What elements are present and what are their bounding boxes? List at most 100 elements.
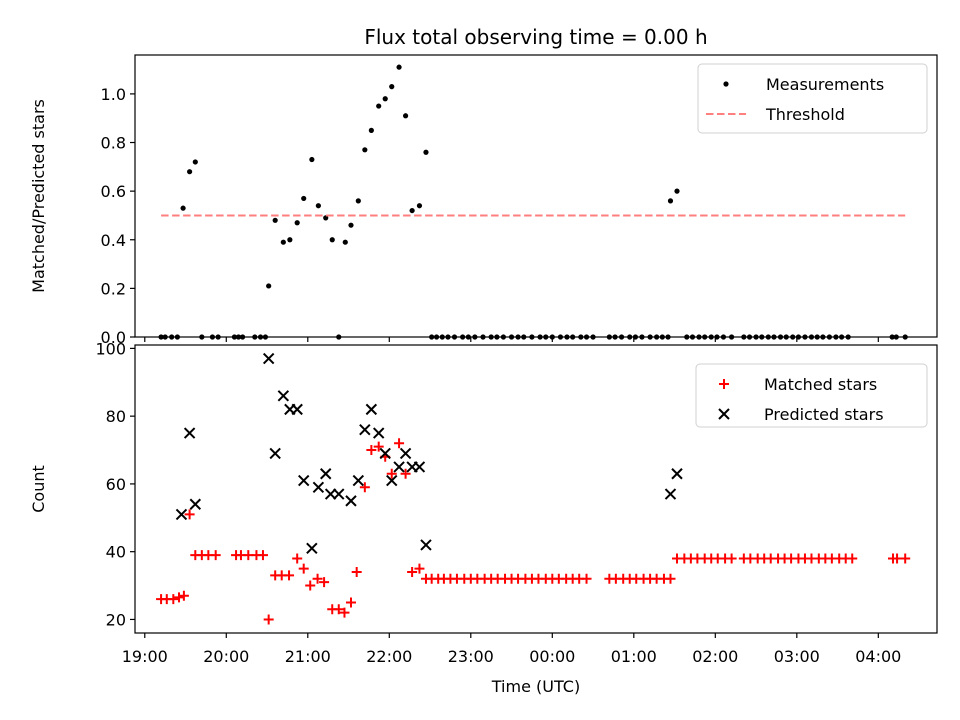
series-predicted-stars [175,352,683,554]
y-tick-label: 40 [106,543,126,562]
matched-point [351,567,362,578]
x-tick-label: 01:00 [611,647,657,666]
matched-point [292,553,303,564]
x-tick-label: 04:00 [855,647,901,666]
y-tick-label: 0.2 [101,279,126,298]
measurement-point [667,198,674,204]
legend-label: Measurements [766,75,884,94]
x-tick-label: 02:00 [692,647,738,666]
x-tick-label: 19:00 [122,647,168,666]
predicted-point [306,542,318,554]
y-tick-label: 0.6 [101,182,126,201]
measurement-point [294,220,300,226]
legend-predicted-marker [718,408,730,420]
predicted-point [183,427,196,439]
measurement-point [402,113,409,119]
predicted-point [345,495,357,507]
matched-point [333,604,344,615]
matched-point [284,570,295,581]
matched-point [386,468,397,479]
matched-point [210,550,221,561]
measurement-point [272,217,278,223]
predicted-point [269,447,281,460]
y-tick-label: 100 [95,339,126,358]
matched-point [373,441,384,452]
y-tick-label: 60 [106,475,126,494]
predicted-point [379,447,391,460]
series-matched-stars [156,438,911,625]
matched-point [407,567,418,578]
legend-label: Predicted stars [764,405,884,424]
measurement-point [674,188,680,194]
matched-point [263,614,274,625]
measurement-point [389,84,395,90]
predicted-point [320,468,332,480]
matched-point [168,594,179,605]
chart-title: Flux total observing time = 0.00 h [364,25,707,49]
legend: Measurements Threshold [697,63,928,134]
top-panel: 0.0 0.2 0.4 0.6 0.8 1.0 Flux total observing t… [29,25,938,347]
predicted-point [175,508,188,521]
x-tick-label: 20:00 [203,647,249,666]
x-axis-label: Time (UTC) [491,677,580,696]
measurement-point [187,169,193,175]
predicted-point [277,390,290,402]
y-tick-label: 0.4 [101,231,126,250]
measurement-point [355,198,361,204]
matched-point [184,509,195,520]
predicted-point [359,424,371,436]
measurement-point [309,156,315,163]
measurement-point [416,203,423,209]
predicted-point [352,474,365,487]
measurement-point [266,283,272,289]
matched-point [319,577,330,588]
bottom-panel: 20 40 60 80 100 19:00 20:00 21:00 22:00 23:00 00:0… [29,339,938,696]
predicted-point [262,352,275,365]
measurement-point [396,64,402,70]
legend: Matched stars Predicted stars [695,363,928,428]
measurement-point [376,103,382,109]
predicted-point [324,488,337,500]
legend-label: Threshold [765,105,845,124]
x-tick-label: 23:00 [448,647,494,666]
predicted-point [399,447,412,460]
matched-point [581,573,592,584]
y-tick-label: 0.0 [101,328,126,347]
matched-point [394,438,405,449]
axes-frame [134,344,938,634]
matched-point [400,468,411,479]
y-tick-label: 1.0 [101,85,126,104]
predicted-point [291,403,303,416]
matched-point [366,445,377,456]
predicted-point [413,461,426,473]
legend-label: Matched stars [764,375,877,394]
x-tick-label: 03:00 [774,647,820,666]
measurement-point [423,149,429,155]
legend-box [697,63,928,134]
matched-point [298,563,309,574]
predicted-point [386,474,398,487]
matched-point [665,573,676,584]
predicted-point [189,498,202,510]
measurement-point [192,159,198,165]
predicted-point [365,403,378,416]
matched-point [359,482,370,493]
measurement-point [287,237,293,243]
matched-point [312,573,323,584]
x-tick-label: 21:00 [285,647,331,666]
matched-point [305,580,316,591]
measurement-point [382,96,388,102]
measurement-point [368,127,374,133]
y-axis-label: Matched/Predicted stars [29,99,48,293]
measurement-point [315,203,321,209]
measurement-point [323,215,329,221]
matched-point [847,553,858,564]
measurement-point [180,205,186,211]
matched-point [726,553,737,564]
measurement-point [362,147,368,153]
legend-box [695,363,928,428]
measurement-point [301,195,307,202]
matched-point [900,553,911,564]
predicted-point [664,488,677,500]
